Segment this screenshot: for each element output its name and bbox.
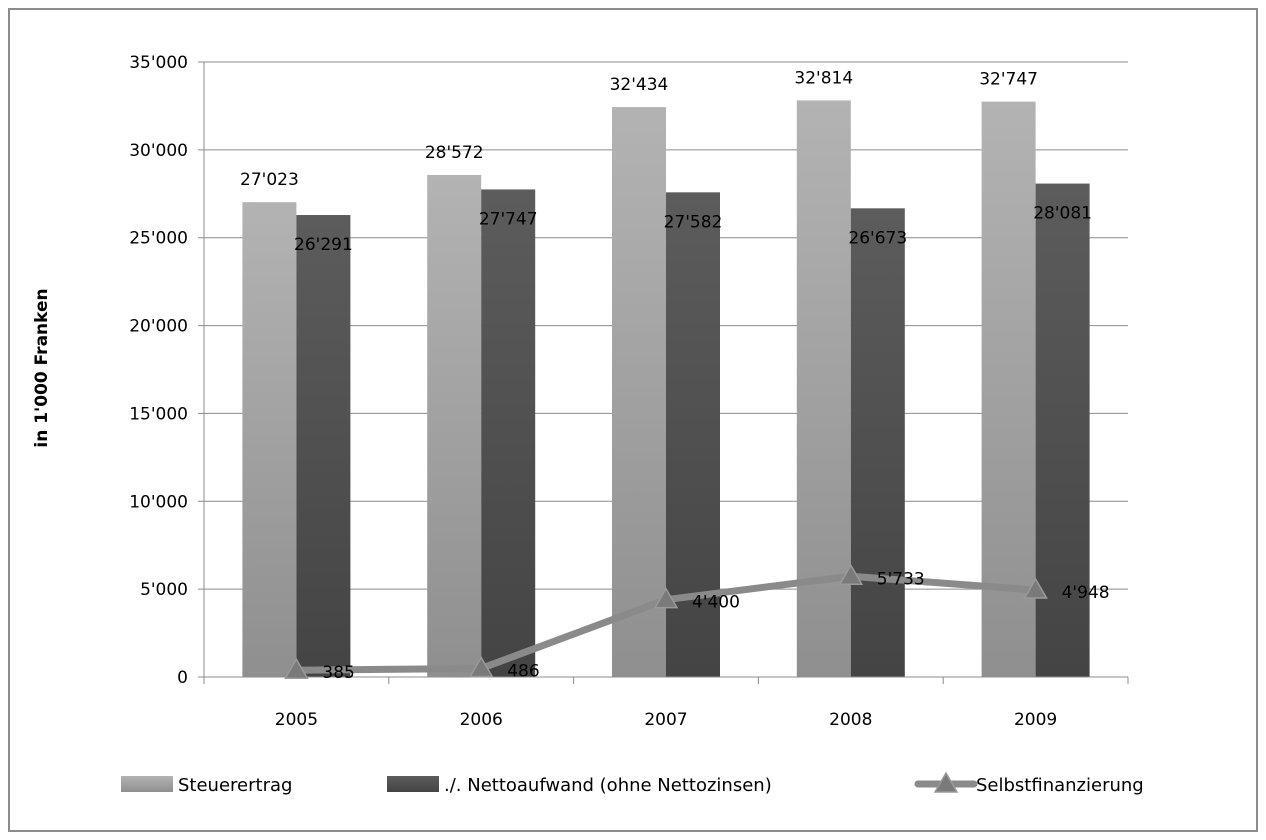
legend-label-steuerertrag: Steuerertrag xyxy=(178,775,292,796)
data-label-selbstfinanzierung: 4'400 xyxy=(692,593,740,613)
legend: Steuerertrag ./. Nettoaufwand (ohne Netto… xyxy=(121,771,1144,796)
data-label-steuerertrag: 32'747 xyxy=(979,70,1038,90)
data-label-nettoaufwand: 26'673 xyxy=(848,228,907,248)
data-label-steuerertrag: 32'434 xyxy=(610,75,669,95)
data-label-nettoaufwand: 27'747 xyxy=(479,209,538,229)
data-label-selbstfinanzierung: 385 xyxy=(322,663,354,683)
selbstfinanzierung-line xyxy=(284,563,1048,679)
legend-swatch-steuerertrag xyxy=(121,776,173,792)
bar-steuerertrag xyxy=(981,101,1036,677)
x-tick-label: 2007 xyxy=(644,710,687,730)
data-label-selbstfinanzierung: 486 xyxy=(507,661,539,681)
y-tick-label: 0 xyxy=(177,668,188,688)
legend-label-selbstfinanzierung: Selbstfinanzierung xyxy=(976,775,1144,796)
y-tick-label: 35'000 xyxy=(129,53,188,73)
selbstfinanzierung-marker xyxy=(838,563,864,586)
data-labels: 27'023 26'291 28'572 27'747 32'434 27'582 32'8… xyxy=(240,68,1110,683)
axes: 0 5'000 10'000 15'000 20'000 25'000 30'000 35'0… xyxy=(129,53,1129,730)
bar-nettoaufwand xyxy=(481,189,536,678)
y-tick-label: 20'000 xyxy=(129,317,188,337)
bar-steuerertrag xyxy=(612,107,666,678)
x-tick-label: 2009 xyxy=(1014,710,1057,730)
data-label-nettoaufwand: 26'291 xyxy=(294,235,353,255)
y-tick-label: 5'000 xyxy=(140,580,188,600)
selbstfinanzierung-marker xyxy=(1023,577,1048,599)
legend-marker-selbstfinanzierung xyxy=(933,771,959,793)
bar-steuerertrag xyxy=(796,100,851,678)
bar-steuerertrag xyxy=(427,174,482,677)
bar-nettoaufwand xyxy=(850,208,905,677)
legend-swatch-nettoaufwand xyxy=(387,776,439,792)
x-tick-label: 2005 xyxy=(275,710,318,730)
data-label-selbstfinanzierung: 5'733 xyxy=(877,569,925,589)
bar-steuerertrag xyxy=(242,202,297,677)
data-label-steuerertrag: 32'814 xyxy=(794,68,853,88)
x-tick-label: 2006 xyxy=(460,710,503,730)
y-tick-label: 30'000 xyxy=(129,141,188,161)
data-label-steuerertrag: 27'023 xyxy=(240,170,299,190)
y-axis-title: in 1'000 Franken xyxy=(32,288,52,447)
selbstfinanzierung-marker xyxy=(468,655,494,678)
data-label-nettoaufwand: 27'582 xyxy=(664,212,723,232)
y-tick-label: 10'000 xyxy=(129,492,188,512)
y-tick-label: 15'000 xyxy=(129,404,188,424)
x-tick-label: 2008 xyxy=(829,710,872,730)
bars xyxy=(242,100,1090,678)
bar-nettoaufwand xyxy=(296,215,351,677)
data-label-nettoaufwand: 28'081 xyxy=(1033,204,1092,224)
data-label-steuerertrag: 28'572 xyxy=(425,143,484,163)
data-label-selbstfinanzierung: 4'948 xyxy=(1062,583,1110,603)
selbstfinanzierung-marker xyxy=(284,657,309,679)
legend-label-nettoaufwand: ./. Nettoaufwand (ohne Nettozinsen) xyxy=(444,775,772,796)
y-tick-label: 25'000 xyxy=(129,229,188,249)
selbstfinanzierung-marker xyxy=(653,587,679,609)
